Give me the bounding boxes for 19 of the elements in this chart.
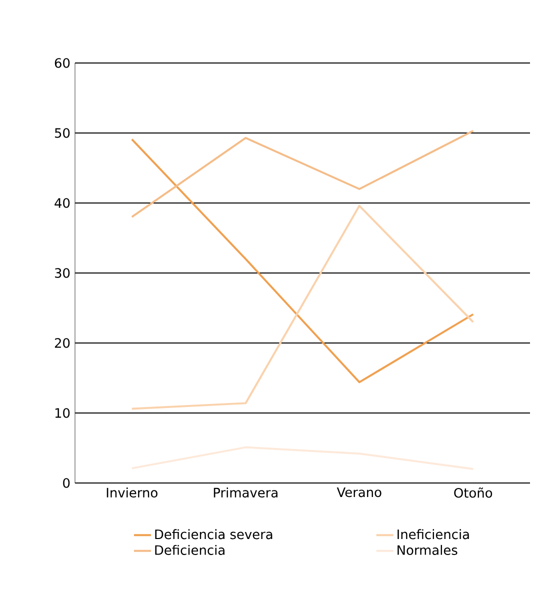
y-tick-label: 60	[54, 58, 70, 68]
line-series	[130, 446, 474, 470]
line-series	[130, 138, 474, 384]
y-tick-label: 10	[55, 408, 70, 418]
y-tick-label: 50	[55, 128, 70, 138]
x-tick-label: Primavera	[214, 488, 278, 498]
legend-label: Deficiencia severa	[155, 529, 272, 540]
legend-label: Deficiencia	[155, 544, 224, 555]
y-tick-label: 20	[54, 338, 70, 348]
legend-label: Normales	[398, 544, 458, 555]
legend-label: Ineficiencia	[398, 529, 469, 540]
y-tick-label: 0	[63, 478, 70, 488]
x-tick-label: Otoño	[454, 488, 492, 498]
line-series	[130, 204, 474, 410]
x-tick-label: Verano	[336, 488, 382, 498]
y-tick-label: 30	[54, 268, 70, 278]
line-series	[130, 130, 474, 218]
y-tick-label: 40	[54, 198, 70, 208]
x-tick-label: Invierno	[106, 488, 158, 498]
